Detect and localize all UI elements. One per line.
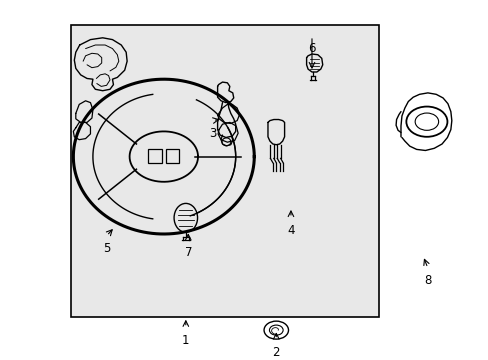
Bar xyxy=(71,25,378,317)
Text: 5: 5 xyxy=(102,242,110,255)
Text: 4: 4 xyxy=(286,224,294,237)
Text: 3: 3 xyxy=(208,127,216,140)
Text: 6: 6 xyxy=(307,42,315,55)
Text: 8: 8 xyxy=(423,274,431,287)
Text: 1: 1 xyxy=(182,334,189,347)
Text: 2: 2 xyxy=(272,346,280,359)
Bar xyxy=(148,149,162,163)
Text: 7: 7 xyxy=(184,246,192,258)
Bar xyxy=(165,149,179,163)
